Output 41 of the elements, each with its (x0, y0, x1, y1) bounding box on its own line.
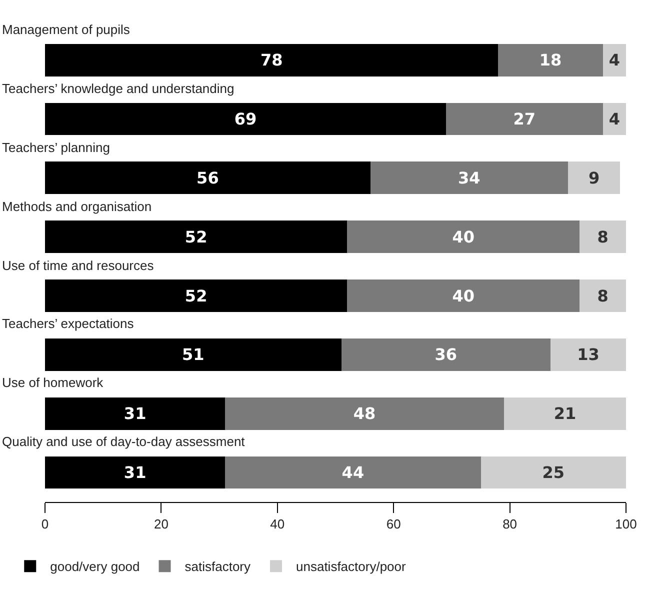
data-label: 8 (597, 286, 608, 306)
y-tick-label: Methods and organisation (2, 199, 152, 214)
data-label: 56 (196, 168, 219, 188)
data-label: 13 (577, 345, 600, 364)
data-label: 51 (182, 345, 204, 364)
data-label: 52 (184, 286, 208, 306)
data-label: 4 (608, 50, 620, 70)
data-label: 69 (234, 110, 257, 129)
y-tick-label: Use of homework (2, 375, 104, 390)
data-label: 18 (539, 50, 562, 70)
legend-label: good/very good (50, 559, 140, 574)
data-label: 31 (124, 404, 146, 424)
y-tick-label: Teachers’ planning (2, 140, 110, 155)
data-label: 25 (542, 463, 565, 482)
y-tick-label: Management of pupils (2, 22, 130, 37)
legend-label: unsatisfactory/poor (296, 559, 407, 574)
data-label: 40 (452, 227, 474, 246)
x-tick-label: 60 (386, 516, 401, 532)
y-tick-label: Teachers’ knowledge and understanding (2, 81, 234, 96)
data-label: 31 (124, 463, 146, 482)
y-tick-label: Teachers’ expectations (2, 316, 134, 331)
legend-label: satisfactory (184, 559, 252, 574)
data-label: 48 (353, 404, 376, 424)
x-tick-label: 40 (270, 516, 285, 532)
y-tick-label: Quality and use of day-to-day assessment (2, 434, 246, 449)
x-tick-label: 80 (502, 516, 518, 532)
data-label: 8 (597, 227, 608, 246)
x-tick-label: 0 (41, 516, 49, 532)
data-label: 36 (434, 345, 458, 364)
data-label: 21 (554, 404, 576, 424)
data-label: 34 (458, 168, 480, 188)
data-label: 9 (588, 168, 600, 188)
data-label: 78 (260, 50, 283, 70)
data-label: 44 (342, 463, 364, 482)
x-tick-label: 100 (615, 516, 637, 532)
data-label: 52 (184, 227, 208, 246)
y-tick-label: Use of time and resources (2, 258, 154, 273)
x-tick-label: 20 (154, 516, 168, 532)
data-label: 40 (452, 286, 474, 306)
data-label: 27 (513, 110, 536, 129)
data-label: 4 (608, 110, 620, 129)
